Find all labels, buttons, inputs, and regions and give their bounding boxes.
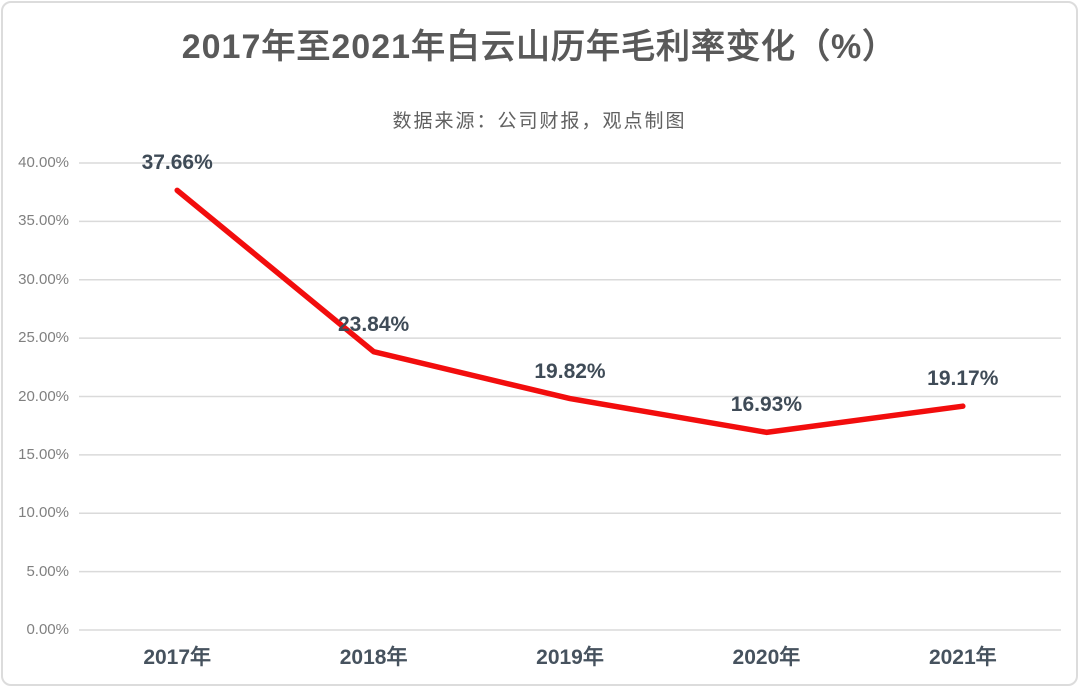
data-point-label: 19.17% (927, 367, 999, 391)
x-tick-label: 2020年 (732, 646, 801, 669)
y-tick-label: 25.00% (18, 329, 69, 347)
y-tick-label: 0.00% (26, 621, 69, 638)
y-tick-label: 40.00% (18, 154, 69, 171)
plot-area: 0.00% 5.00% 10.00% 15.00% 20.00% 25.00% 30.00%… (3, 3, 1080, 688)
y-tick-label: 15.00% (18, 445, 69, 463)
x-tick-label: 2021年 (928, 646, 997, 669)
data-point-label: 16.93% (730, 393, 802, 417)
x-tick-label: 2017年 (143, 646, 212, 669)
chart-subtitle: 数据来源：公司财报，观点制图 (392, 111, 687, 132)
line-chart-svg (79, 162, 1061, 631)
data-point-label: 23.84% (337, 312, 410, 336)
chart-title: 2017年至2021年白云山历年毛利率变化（%） (181, 28, 898, 66)
x-tick-label: 2018年 (339, 646, 408, 669)
data-point-label: 19.82% (534, 359, 606, 383)
data-line (174, 187, 966, 436)
y-tick-label: 35.00% (18, 212, 69, 230)
y-tick-label: 30.00% (18, 270, 69, 288)
y-tick-label: 10.00% (18, 504, 69, 522)
y-tick-label: 20.00% (18, 387, 69, 405)
x-tick-label: 2019年 (536, 646, 604, 669)
data-point-label: 37.66% (141, 151, 213, 175)
y-tick-label: 5.00% (26, 562, 69, 580)
